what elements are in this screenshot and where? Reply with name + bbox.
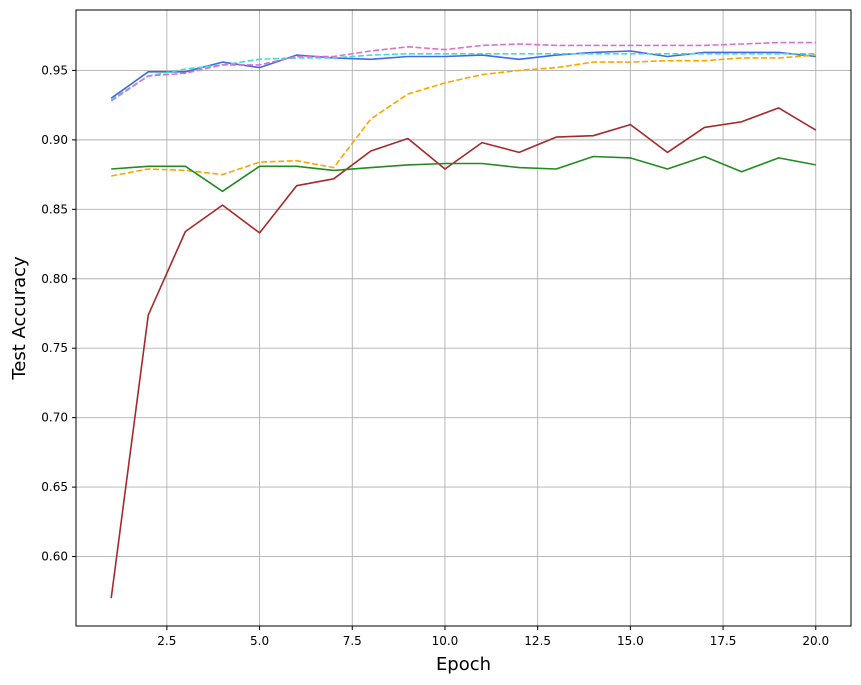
x-tick-label: 7.5 [343,634,362,648]
x-tick-label: 12.5 [524,634,551,648]
y-axis-label: Test Accuracy [9,256,30,381]
y-tick-label: 0.95 [41,63,68,77]
x-gridlines [166,10,817,626]
series-line-6 [111,155,816,193]
y-tick-label: 0.65 [41,480,68,494]
series-line-1 [110,50,816,99]
series-line-2 [110,52,816,101]
series-line-5 [110,107,817,599]
y-tick-label: 0.80 [41,272,68,286]
x-axis-ticks: 2.5 5.0 7.5 10.0 12.5 15.0 17.5 20.0 [157,626,829,648]
y-tick-label: 0.60 [41,550,68,564]
x-tick-label: 17.5 [710,634,737,648]
y-axis-ticks: 0.60 0.65 0.70 0.75 0.80 0.85 0.90 0.95 [41,63,76,564]
y-tick-label: 0.70 [41,411,68,425]
x-tick-label: 2.5 [157,634,176,648]
series-line-3 [110,41,816,102]
y-tick-label: 0.85 [41,202,68,216]
plot-frame [75,9,852,627]
y-tick-label: 0.90 [41,133,68,147]
x-tick-label: 15.0 [617,634,644,648]
x-tick-label: 20.0 [802,634,829,648]
x-tick-label: 10.0 [432,634,459,648]
series-line-4 [111,54,816,177]
y-tick-label: 0.75 [41,341,68,355]
x-axis-label: Epoch [436,654,491,675]
y-gridlines [76,69,851,558]
series-layer [110,41,817,599]
x-tick-label: 5.0 [250,634,269,648]
